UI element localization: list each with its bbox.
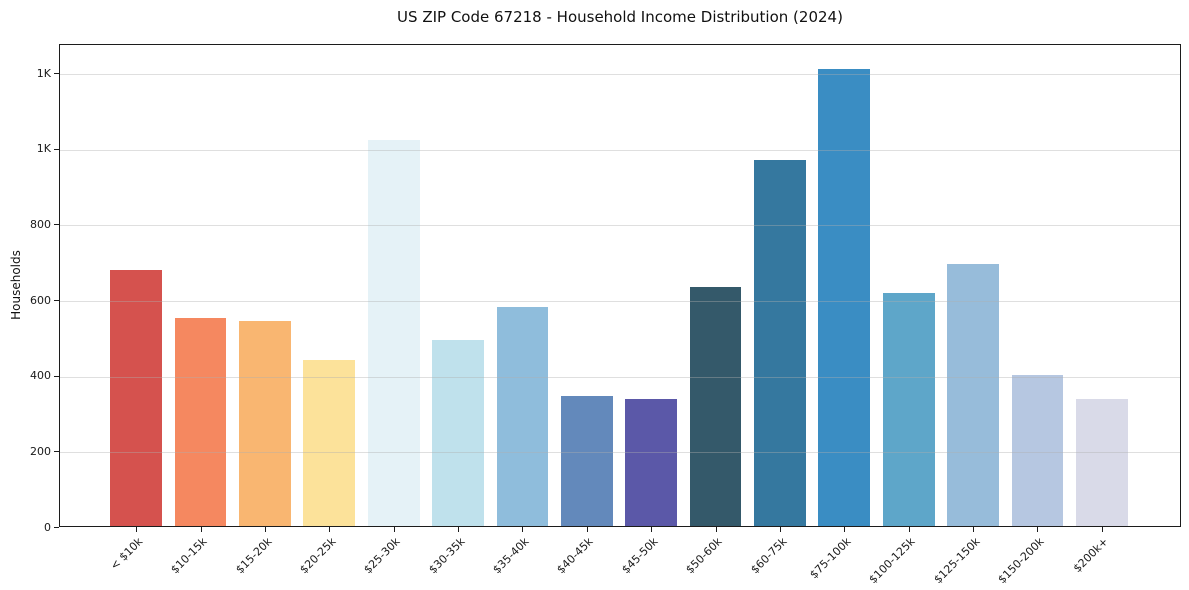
x-tick-label: < $10k bbox=[107, 535, 146, 573]
x-tick-label: $15-20k bbox=[232, 535, 275, 577]
x-tick-mark bbox=[973, 527, 975, 532]
x-tick-mark bbox=[1101, 527, 1103, 532]
bar-$15-20k bbox=[239, 320, 291, 526]
x-tick-mark bbox=[329, 527, 331, 532]
chart-title: US ZIP Code 67218 - Household Income Dis… bbox=[397, 8, 843, 26]
bar-slot: $100-125k bbox=[867, 45, 941, 586]
bar-slot: $60-75k bbox=[748, 45, 812, 576]
bar-slot: < $10k bbox=[104, 45, 168, 573]
x-tick-mark bbox=[715, 527, 717, 532]
bar-$30-35k bbox=[432, 339, 484, 526]
x-tick-label: $40-45k bbox=[554, 535, 597, 577]
bars-container: < $10k $10-15k $15-20k $20-25k $25-30k $30-35… bbox=[60, 45, 1180, 586]
bar-slot: $150-200k bbox=[995, 45, 1069, 586]
y-tick-mark bbox=[54, 224, 59, 226]
y-tick-mark bbox=[54, 300, 59, 302]
bar-$25-30k bbox=[367, 139, 420, 526]
bar-$35-40k bbox=[496, 306, 549, 526]
y-axis-label: Households bbox=[9, 250, 23, 320]
x-tick-mark bbox=[586, 527, 588, 532]
bar-$40-45k bbox=[560, 396, 613, 526]
bar-slot: $15-20k bbox=[233, 45, 297, 576]
bar-slot: $35-40k bbox=[490, 45, 554, 576]
y-tick-label: 1K bbox=[36, 66, 51, 80]
bar-slot: $50-60k bbox=[683, 45, 747, 576]
x-tick-mark bbox=[1037, 527, 1039, 532]
x-tick-label: $30-35k bbox=[425, 535, 468, 577]
bar-$200k+ bbox=[1075, 399, 1128, 526]
x-tick-mark bbox=[264, 527, 266, 532]
x-tick-label: $125-150k bbox=[931, 535, 983, 587]
y-tick-label: 0 bbox=[44, 520, 51, 534]
y-tick-label: 400 bbox=[30, 369, 51, 383]
bar-slot: $200k+ bbox=[1070, 45, 1134, 575]
y-tick-label: 1K bbox=[36, 142, 51, 156]
y-tick-mark bbox=[54, 451, 59, 453]
x-tick-mark bbox=[779, 527, 781, 532]
x-tick-mark bbox=[651, 527, 653, 532]
x-tick-mark bbox=[393, 527, 395, 532]
bar-slot: $25-30k bbox=[362, 45, 426, 576]
bar-slot: $10-15k bbox=[168, 45, 232, 576]
x-tick-label: $10-15k bbox=[168, 535, 210, 577]
y-tick-mark bbox=[54, 375, 59, 377]
bar-slot: $125-150k bbox=[931, 45, 1005, 586]
y-tick-label: 800 bbox=[30, 217, 51, 231]
bar-$45-50k bbox=[625, 398, 678, 526]
bar-$10-15k bbox=[174, 317, 227, 526]
bar-$100-125k bbox=[882, 293, 935, 526]
x-tick-label: $100-125k bbox=[866, 535, 918, 587]
x-tick-mark bbox=[908, 527, 910, 532]
bar-$150-200k bbox=[1011, 375, 1064, 526]
x-tick-label: $45-50k bbox=[619, 535, 661, 577]
bar-slot: $30-35k bbox=[426, 45, 490, 576]
x-tick-label: $35-40k bbox=[490, 535, 532, 577]
bar-slot: $20-25k bbox=[297, 45, 361, 576]
bar-$60-75k bbox=[754, 160, 806, 526]
x-tick-mark bbox=[522, 527, 524, 532]
x-tick-mark bbox=[458, 527, 460, 532]
y-tick-label: 200 bbox=[30, 444, 51, 458]
x-tick-mark bbox=[844, 527, 846, 532]
x-tick-label: $50-60k bbox=[683, 535, 725, 577]
y-tick-mark bbox=[54, 527, 59, 528]
y-tick-label: 600 bbox=[30, 293, 51, 307]
bar-$20-25k bbox=[303, 359, 356, 526]
x-tick-mark bbox=[200, 527, 202, 532]
bar-$125-150k bbox=[947, 263, 999, 526]
x-tick-mark bbox=[136, 527, 138, 532]
x-tick-label: $75-100k bbox=[807, 535, 854, 582]
x-tick-label: $20-25k bbox=[297, 535, 339, 577]
y-tick-mark bbox=[54, 73, 59, 75]
x-tick-label: $60-75k bbox=[747, 535, 790, 577]
bar-slot: $45-50k bbox=[619, 45, 683, 576]
plot-area: < $10k $10-15k $15-20k $20-25k $25-30k $30-35… bbox=[59, 44, 1181, 586]
bar-slot: $75-100k bbox=[807, 45, 876, 581]
x-tick-label: $200k+ bbox=[1070, 535, 1112, 576]
y-tick-mark bbox=[54, 148, 59, 150]
bar-$50-60k bbox=[689, 287, 742, 526]
x-tick-label: $25-30k bbox=[361, 535, 403, 577]
x-tick-label: $150-200k bbox=[995, 535, 1047, 587]
bar-slot: $40-45k bbox=[555, 45, 619, 576]
bar-< $10k bbox=[110, 269, 163, 526]
bar-$75-100k bbox=[818, 69, 871, 526]
